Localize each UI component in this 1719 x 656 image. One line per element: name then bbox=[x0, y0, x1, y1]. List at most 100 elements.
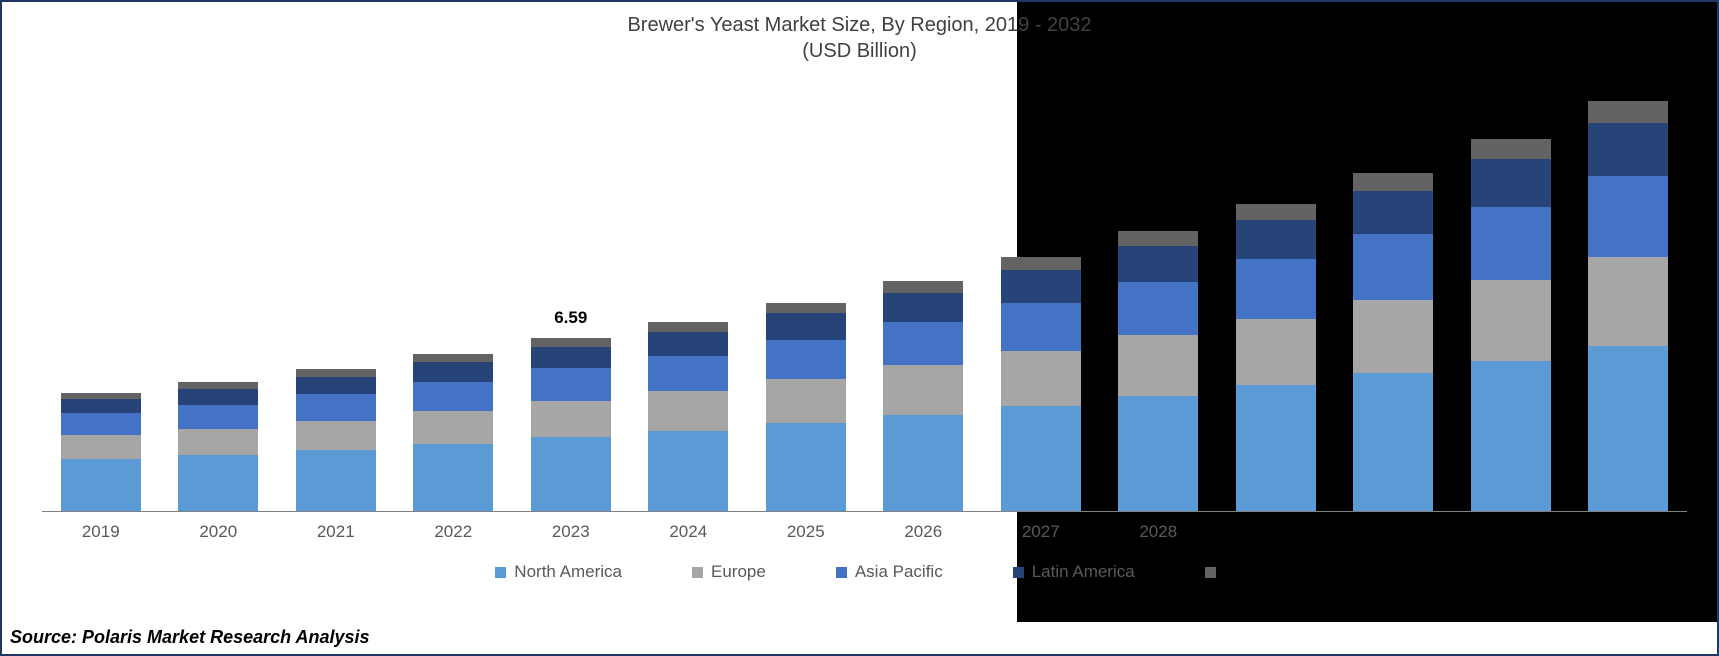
bar-slot bbox=[1353, 173, 1433, 512]
bar-slot bbox=[1588, 101, 1668, 512]
bar-segment-asia-pacific bbox=[1588, 176, 1668, 257]
bar-stack bbox=[1588, 101, 1668, 512]
x-tick-label: 2024 bbox=[648, 522, 728, 542]
bar-segment-europe bbox=[1588, 257, 1668, 347]
bar-segment-europe bbox=[178, 429, 258, 456]
bar-segment-mea bbox=[178, 382, 258, 389]
bar-stack bbox=[178, 382, 258, 512]
bar-segment-north-america bbox=[1471, 361, 1551, 512]
bars-container: 6.59 bbox=[42, 82, 1687, 512]
bar-segment-europe bbox=[413, 411, 493, 444]
bar-segment-europe bbox=[531, 401, 611, 438]
bar-segment-north-america bbox=[178, 455, 258, 512]
bar-segment-north-america bbox=[648, 431, 728, 512]
bar-segment-latin-america bbox=[1001, 270, 1081, 302]
bar-segment-europe bbox=[766, 379, 846, 423]
bar-segment-latin-america bbox=[413, 362, 493, 382]
bar-segment-latin-america bbox=[531, 347, 611, 369]
bar-slot bbox=[1118, 231, 1198, 512]
bar-slot bbox=[1236, 204, 1316, 512]
bar-stack bbox=[413, 354, 493, 512]
bar-segment-latin-america bbox=[648, 332, 728, 356]
bar-stack bbox=[61, 393, 141, 512]
bar-segment-north-america bbox=[296, 450, 376, 512]
bar-segment-asia-pacific bbox=[1353, 234, 1433, 300]
bar-stack bbox=[883, 281, 963, 512]
bar-segment-latin-america bbox=[1471, 159, 1551, 207]
bar-segment-mea bbox=[531, 338, 611, 347]
x-tick-label: 2021 bbox=[296, 522, 376, 542]
bar-segment-asia-pacific bbox=[1118, 282, 1198, 336]
legend-label: Latin America bbox=[1032, 562, 1135, 582]
bar-segment-mea bbox=[1236, 204, 1316, 220]
bar-stack bbox=[296, 369, 376, 512]
bar-segment-europe bbox=[648, 391, 728, 431]
legend-item: Asia Pacific bbox=[836, 562, 943, 582]
bar-slot bbox=[883, 281, 963, 512]
legend-item: Europe bbox=[692, 562, 766, 582]
bar-segment-latin-america bbox=[1353, 191, 1433, 235]
plot-area: 6.59 bbox=[42, 82, 1687, 512]
bar-segment-asia-pacific bbox=[1236, 259, 1316, 318]
bar-segment-europe bbox=[1353, 300, 1433, 373]
bar-segment-asia-pacific bbox=[61, 413, 141, 435]
legend-label: North America bbox=[514, 562, 622, 582]
x-tick-label: 2020 bbox=[178, 522, 258, 542]
bar-segment-north-america bbox=[413, 444, 493, 512]
bar-segment-mea bbox=[1118, 231, 1198, 246]
bar-segment-north-america bbox=[1588, 346, 1668, 512]
x-tick-label: 2028 bbox=[1118, 522, 1198, 542]
bar-segment-asia-pacific bbox=[296, 394, 376, 421]
x-axis-labels: 2019 2020 2021 2022 2023 2024 2025 2026 2027 2028 bbox=[42, 522, 1687, 542]
bar-segment-europe bbox=[883, 365, 963, 414]
bar-slot bbox=[296, 369, 376, 512]
chart-title-line1: Brewer's Yeast Market Size, By Region, 2… bbox=[2, 12, 1717, 38]
legend-swatch bbox=[1205, 567, 1216, 578]
bar-segment-mea bbox=[648, 322, 728, 332]
legend: North America Europe Asia Pacific Latin Ame… bbox=[2, 562, 1717, 582]
chart-frame: Brewer's Yeast Market Size, By Region, 2… bbox=[0, 0, 1719, 656]
bar-stack bbox=[648, 322, 728, 512]
bar-segment-europe bbox=[1236, 319, 1316, 385]
bar-segment-mea bbox=[1471, 139, 1551, 158]
x-tick-label: 2025 bbox=[766, 522, 846, 542]
bar-stack bbox=[1118, 231, 1198, 512]
legend-swatch bbox=[1013, 567, 1024, 578]
bar-stack bbox=[1001, 257, 1081, 512]
bar-segment-asia-pacific bbox=[178, 405, 258, 429]
bar-segment-mea bbox=[883, 281, 963, 293]
bar-segment-mea bbox=[413, 354, 493, 362]
bar-segment-latin-america bbox=[61, 399, 141, 413]
bar-segment-asia-pacific bbox=[413, 382, 493, 411]
x-tick-label: 2022 bbox=[413, 522, 493, 542]
bar-slot: 6.59 bbox=[531, 338, 611, 512]
bar-segment-latin-america bbox=[178, 389, 258, 405]
legend-swatch bbox=[495, 567, 506, 578]
bar-slot bbox=[61, 393, 141, 512]
bar-slot bbox=[413, 354, 493, 512]
x-tick-label: 2026 bbox=[883, 522, 963, 542]
legend-swatch bbox=[692, 567, 703, 578]
bar-segment-mea bbox=[296, 369, 376, 377]
x-tick-label: 2023 bbox=[531, 522, 611, 542]
chart-title-line2: (USD Billion) bbox=[2, 38, 1717, 64]
bar-segment-asia-pacific bbox=[883, 322, 963, 366]
x-tick-label: 2019 bbox=[61, 522, 141, 542]
x-tick-label: 2027 bbox=[1001, 522, 1081, 542]
bar-segment-latin-america bbox=[1588, 123, 1668, 176]
x-tick-label bbox=[1353, 522, 1433, 542]
bar-segment-europe bbox=[296, 421, 376, 450]
legend-item: Latin America bbox=[1013, 562, 1135, 582]
bar-segment-mea bbox=[766, 303, 846, 314]
data-callout: 6.59 bbox=[554, 308, 587, 328]
bar-segment-north-america bbox=[1118, 396, 1198, 512]
bar-segment-latin-america bbox=[883, 293, 963, 322]
source-attribution: Source: Polaris Market Research Analysis bbox=[10, 627, 370, 648]
bar-segment-latin-america bbox=[766, 313, 846, 340]
bar-segment-europe bbox=[61, 435, 141, 459]
bar-segment-asia-pacific bbox=[1001, 303, 1081, 352]
legend-item bbox=[1205, 567, 1224, 578]
legend-swatch bbox=[836, 567, 847, 578]
chart-title: Brewer's Yeast Market Size, By Region, 2… bbox=[2, 12, 1717, 64]
x-tick-label bbox=[1471, 522, 1551, 542]
